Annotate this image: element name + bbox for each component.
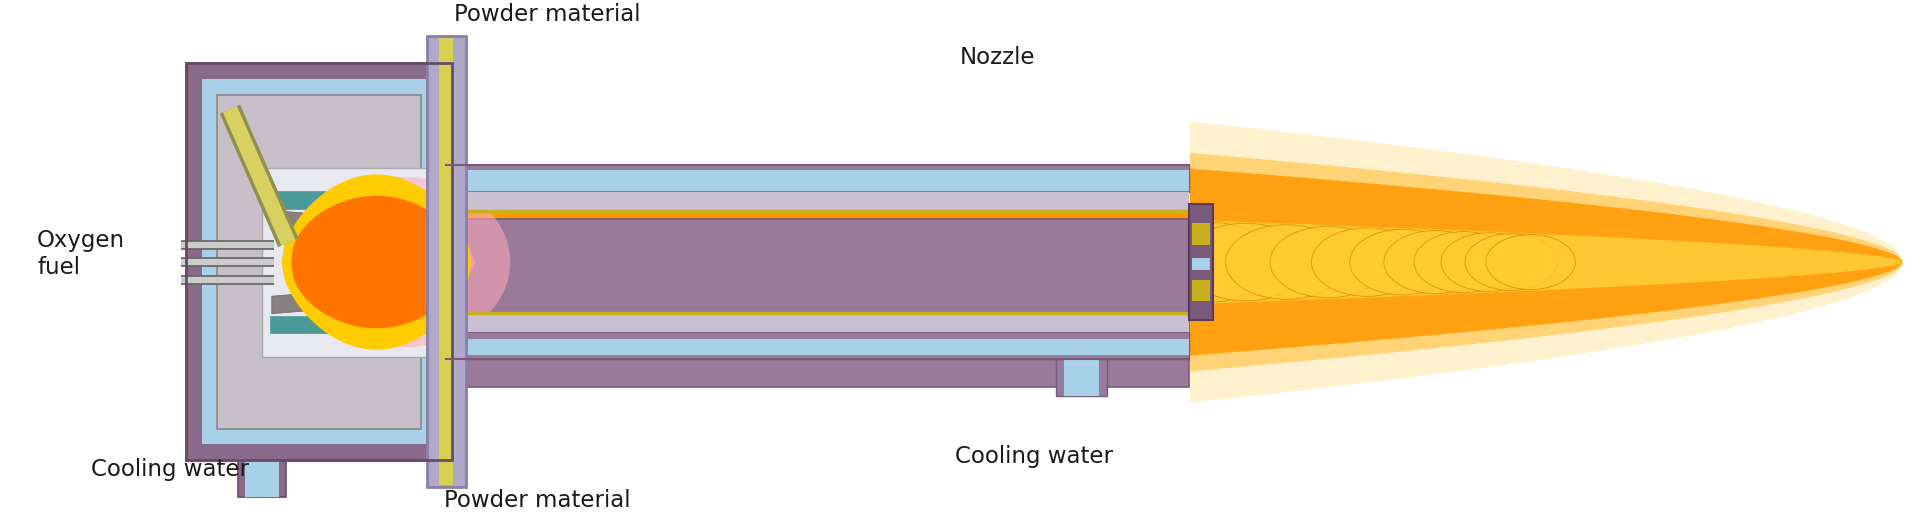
Bar xyxy=(245,460,280,497)
Ellipse shape xyxy=(1271,226,1386,298)
Bar xyxy=(237,460,287,497)
Bar xyxy=(445,170,1190,191)
Bar xyxy=(440,38,453,485)
Text: Cooling water: Cooling water xyxy=(954,445,1112,468)
Bar xyxy=(445,164,1190,170)
Ellipse shape xyxy=(1143,222,1274,302)
Ellipse shape xyxy=(1226,225,1348,299)
Bar xyxy=(430,38,440,485)
Bar xyxy=(445,332,1190,359)
Bar xyxy=(445,165,1190,192)
Polygon shape xyxy=(272,210,432,240)
Ellipse shape xyxy=(297,177,511,347)
Ellipse shape xyxy=(1182,223,1309,301)
Ellipse shape xyxy=(1311,228,1423,296)
Bar xyxy=(1190,204,1213,321)
Polygon shape xyxy=(281,174,470,349)
Bar xyxy=(1192,258,1211,270)
Polygon shape xyxy=(1190,169,1903,356)
Bar xyxy=(1057,359,1107,397)
Ellipse shape xyxy=(1413,232,1513,293)
Polygon shape xyxy=(1190,220,1903,304)
Bar xyxy=(262,168,461,357)
Polygon shape xyxy=(1190,121,1903,403)
Bar xyxy=(445,219,1190,359)
Bar xyxy=(445,333,1190,355)
Ellipse shape xyxy=(1465,234,1558,291)
Bar xyxy=(270,315,440,333)
Text: Oxygen
fuel: Oxygen fuel xyxy=(37,230,125,279)
Bar xyxy=(187,64,451,460)
Bar xyxy=(270,191,440,208)
Bar xyxy=(445,237,1192,287)
Bar xyxy=(218,95,420,429)
Polygon shape xyxy=(1190,153,1903,371)
Polygon shape xyxy=(432,204,476,321)
Bar xyxy=(202,79,436,444)
Ellipse shape xyxy=(1350,229,1456,295)
Bar xyxy=(1064,359,1099,397)
Text: Powder material: Powder material xyxy=(443,489,630,512)
Bar xyxy=(445,165,1190,192)
Text: Nozzle: Nozzle xyxy=(960,46,1035,69)
Text: Cooling water: Cooling water xyxy=(91,458,249,481)
Polygon shape xyxy=(291,196,461,328)
Polygon shape xyxy=(272,283,432,314)
Bar xyxy=(453,38,463,485)
Bar xyxy=(445,359,1190,387)
Bar xyxy=(445,211,1192,313)
Bar xyxy=(445,333,1190,339)
Text: Powder material: Powder material xyxy=(453,4,640,26)
Bar xyxy=(445,313,1190,332)
Bar xyxy=(1192,280,1211,301)
Ellipse shape xyxy=(1440,233,1537,292)
Bar xyxy=(1192,223,1211,245)
Bar xyxy=(445,192,1190,211)
Ellipse shape xyxy=(1486,235,1575,290)
Ellipse shape xyxy=(1384,231,1486,294)
Bar xyxy=(187,64,451,460)
Bar xyxy=(426,36,465,487)
